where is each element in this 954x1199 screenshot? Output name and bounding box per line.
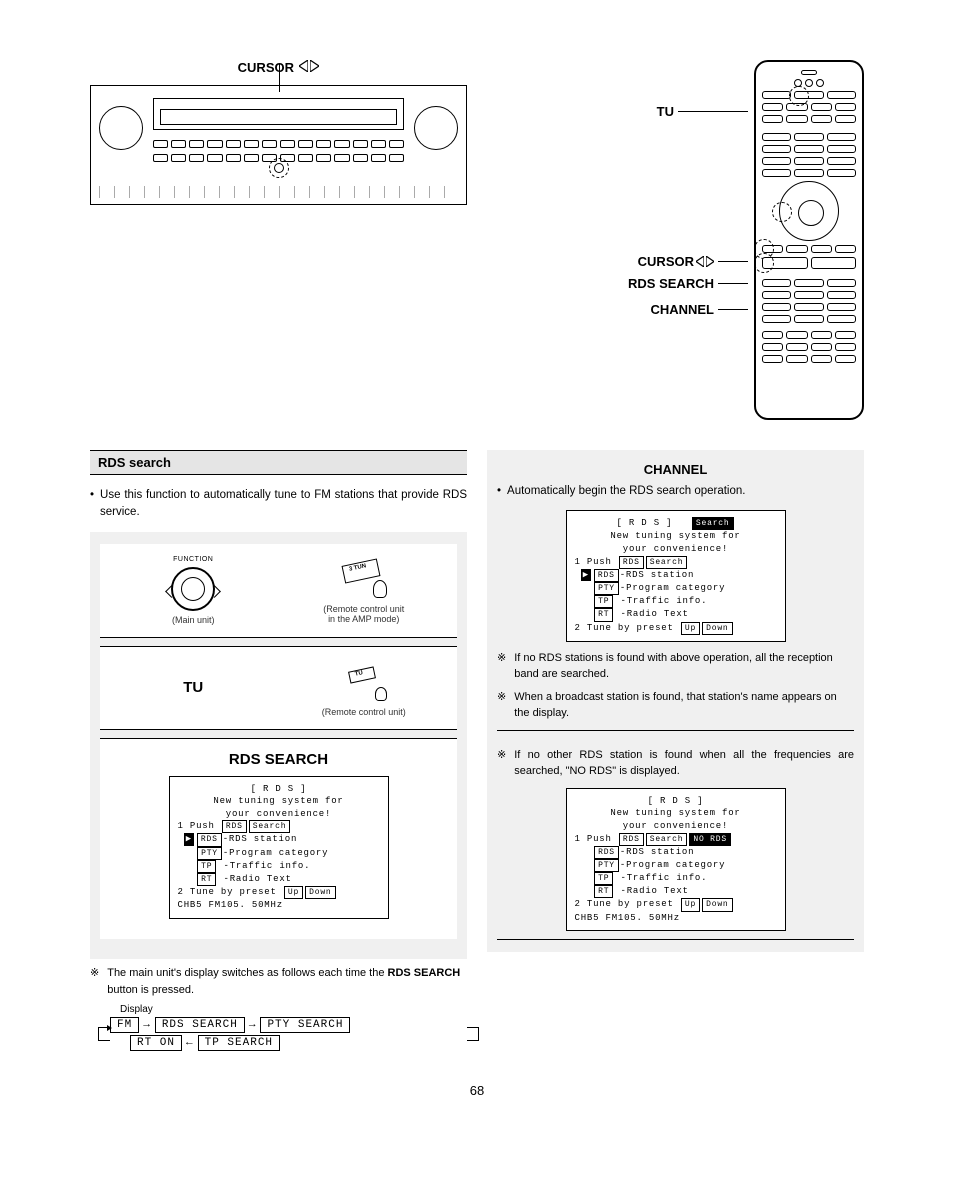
osd-display-2: [ R D S ] Search New tuning system for y…: [566, 510, 786, 642]
rds-steps-box: FUNCTION (Main unit) 3 TUN (Remote contr…: [90, 532, 467, 960]
channel-bullet: • Automatically begin the RDS search ope…: [497, 483, 854, 500]
main-columns: RDS search • Use this function to automa…: [90, 450, 864, 1053]
cursor-label: CURSOR: [238, 60, 294, 75]
function-knob-icon: [171, 567, 215, 611]
remote-diagram-block: TU CURSOR RDS SEARCH CHANNEL: [487, 60, 864, 420]
display-flow-diagram: FM RDS SEARCH PTY SEARCH RT ON TP SEARCH: [110, 1017, 467, 1051]
step-tu: TU TU (Remote control unit): [100, 646, 457, 730]
remote-dpad: [779, 181, 839, 241]
osd-display-1: [ R D S ] New tuning system for your con…: [169, 776, 389, 920]
top-diagrams: CURSOR: [90, 60, 864, 420]
tu-label: TU: [657, 104, 674, 119]
cursor-triangles-icon: [299, 60, 319, 72]
channel-box: CHANNEL • Automatically begin the RDS se…: [487, 450, 864, 952]
note-no-other-rds: ※If no other RDS station is found when a…: [497, 747, 854, 780]
note-display-switch: ※ The main unit's display switches as fo…: [90, 965, 467, 998]
page-number: 68: [90, 1083, 864, 1098]
remote-control-diagram: [754, 60, 864, 420]
note-station-found: ※When a broadcast station is found, that…: [497, 689, 854, 722]
remote-rds-search-label: RDS SEARCH: [628, 276, 714, 291]
channel-header: CHANNEL: [497, 462, 854, 477]
remote-cursor-label: CURSOR: [638, 254, 694, 269]
rds-search-header: RDS search: [90, 450, 467, 475]
remote-channel-label: CHANNEL: [650, 302, 714, 317]
right-column: CHANNEL • Automatically begin the RDS se…: [487, 450, 864, 1053]
display-label: Display: [120, 1004, 467, 1015]
remote-hand-icon: 3 TUN: [339, 562, 389, 598]
left-column: RDS search • Use this function to automa…: [90, 450, 467, 1053]
rds-intro-bullet: • Use this function to automatically tun…: [90, 487, 467, 522]
step-function: FUNCTION (Main unit) 3 TUN (Remote contr…: [100, 544, 457, 638]
receiver-front-panel: [90, 85, 467, 205]
note-no-rds-found: ※If no RDS stations is found with above …: [497, 650, 854, 683]
remote-hand-tu-icon: TU: [339, 665, 389, 701]
step-rds-search: RDS SEARCH [ R D S ] New tuning system f…: [100, 738, 457, 940]
cursor-button-target: [269, 158, 289, 178]
osd-display-3: [ R D S ] New tuning system for your con…: [566, 788, 786, 932]
receiver-diagram-block: CURSOR: [90, 60, 467, 420]
cursor-triangles-icon: [696, 256, 714, 267]
